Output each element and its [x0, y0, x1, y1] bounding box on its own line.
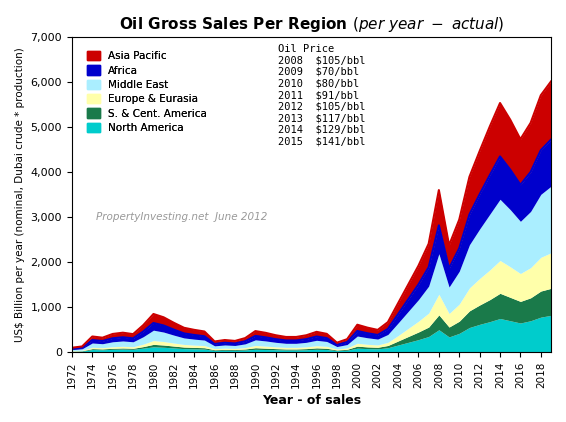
- Text: PropertyInvesting.net  June 2012: PropertyInvesting.net June 2012: [96, 212, 267, 222]
- Y-axis label: US$ Billion per year (nominal, Dubai crude * production): US$ Billion per year (nominal, Dubai cru…: [15, 47, 25, 342]
- Text: Oil Price
2008  $105/bbl
2009  $70/bbl
2010  $80/bbl
2011  $91/bbl
2012  $105/bb: Oil Price 2008 $105/bbl 2009 $70/bbl 201…: [278, 43, 366, 146]
- Title: Oil Gross Sales Per Region $\bf{\it{(per\ year\ -\ actual)}}$: Oil Gross Sales Per Region $\bf{\it{(per…: [119, 15, 504, 34]
- X-axis label: Year - of sales: Year - of sales: [262, 394, 361, 407]
- Legend: Asia Pacific, Africa, Middle East, Europe & Eurasia, S. & Cent. America, North A: Asia Pacific, Africa, Middle East, Europ…: [82, 46, 212, 138]
